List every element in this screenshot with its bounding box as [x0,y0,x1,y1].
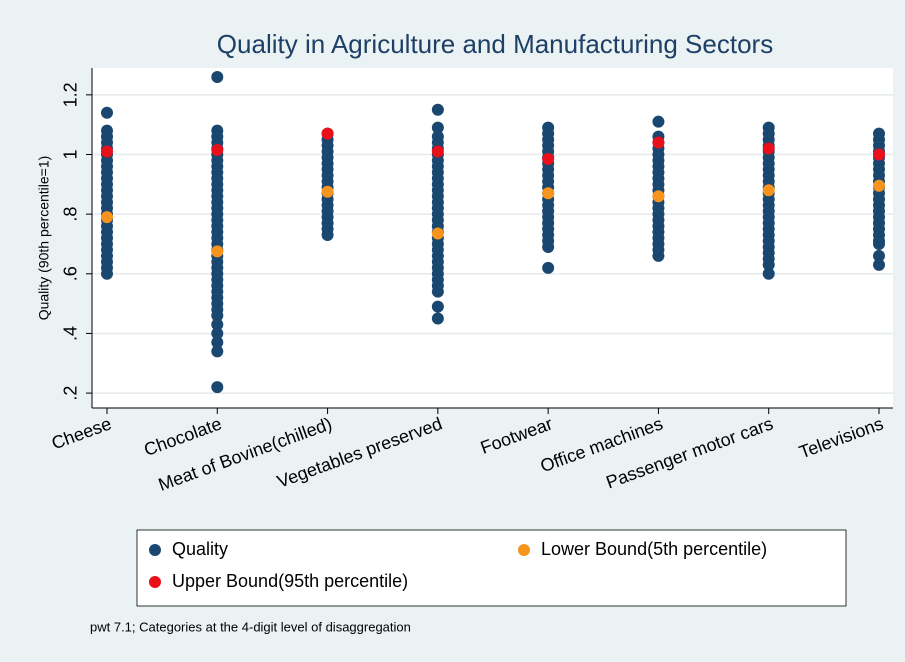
dot [431,285,444,298]
legend-marker [149,576,161,588]
dot [873,258,885,271]
dot [873,237,885,250]
dot [211,345,224,358]
dot [542,261,555,274]
dot [321,229,334,242]
dot [652,136,665,149]
dot [762,267,775,280]
dot [321,185,334,198]
dot [652,190,665,203]
dot [431,227,444,240]
y-tick-label: .4 [61,326,81,341]
dot [431,312,444,325]
dot [431,300,444,313]
dot [211,327,224,340]
y-tick-label: 1.2 [61,82,81,107]
y-tick-label: 1 [61,149,81,159]
dot [101,106,113,119]
dot [431,103,444,116]
dot [762,184,775,197]
dot [873,148,885,161]
dot [211,336,224,349]
dot [431,145,444,158]
dot [211,318,224,331]
legend-label: Quality [172,539,228,559]
dot [542,240,555,253]
dot [211,309,224,322]
legend-marker [149,544,161,556]
dot [211,245,224,258]
dot [211,70,224,83]
legend-box [136,529,847,607]
legend-label: Upper Bound(95th percentile) [172,571,408,591]
chart-title: Quality in Agriculture and Manufacturing… [217,29,773,59]
dot [542,152,555,165]
legend-marker [518,544,530,556]
y-tick-label: .2 [61,386,81,401]
dot [211,381,224,394]
dot [431,121,444,134]
y-axis-label: Quality (90th percentile=1) [36,156,52,321]
dot [101,145,113,158]
y-tick-label: .6 [61,266,81,281]
dot [101,267,113,280]
dot [101,211,113,224]
dot [321,127,334,140]
dot [652,249,665,262]
dot [873,179,885,192]
dot [873,249,885,262]
legend-label: Lower Bound(5th percentile) [541,539,767,559]
dot [542,187,555,200]
plot-area [92,68,893,408]
dot [211,144,224,157]
note: pwt 7.1; Categories at the 4-digit level… [90,619,411,634]
dot [652,115,665,128]
dot [762,258,775,271]
y-tick-label: .8 [61,207,81,222]
dot [762,142,775,155]
